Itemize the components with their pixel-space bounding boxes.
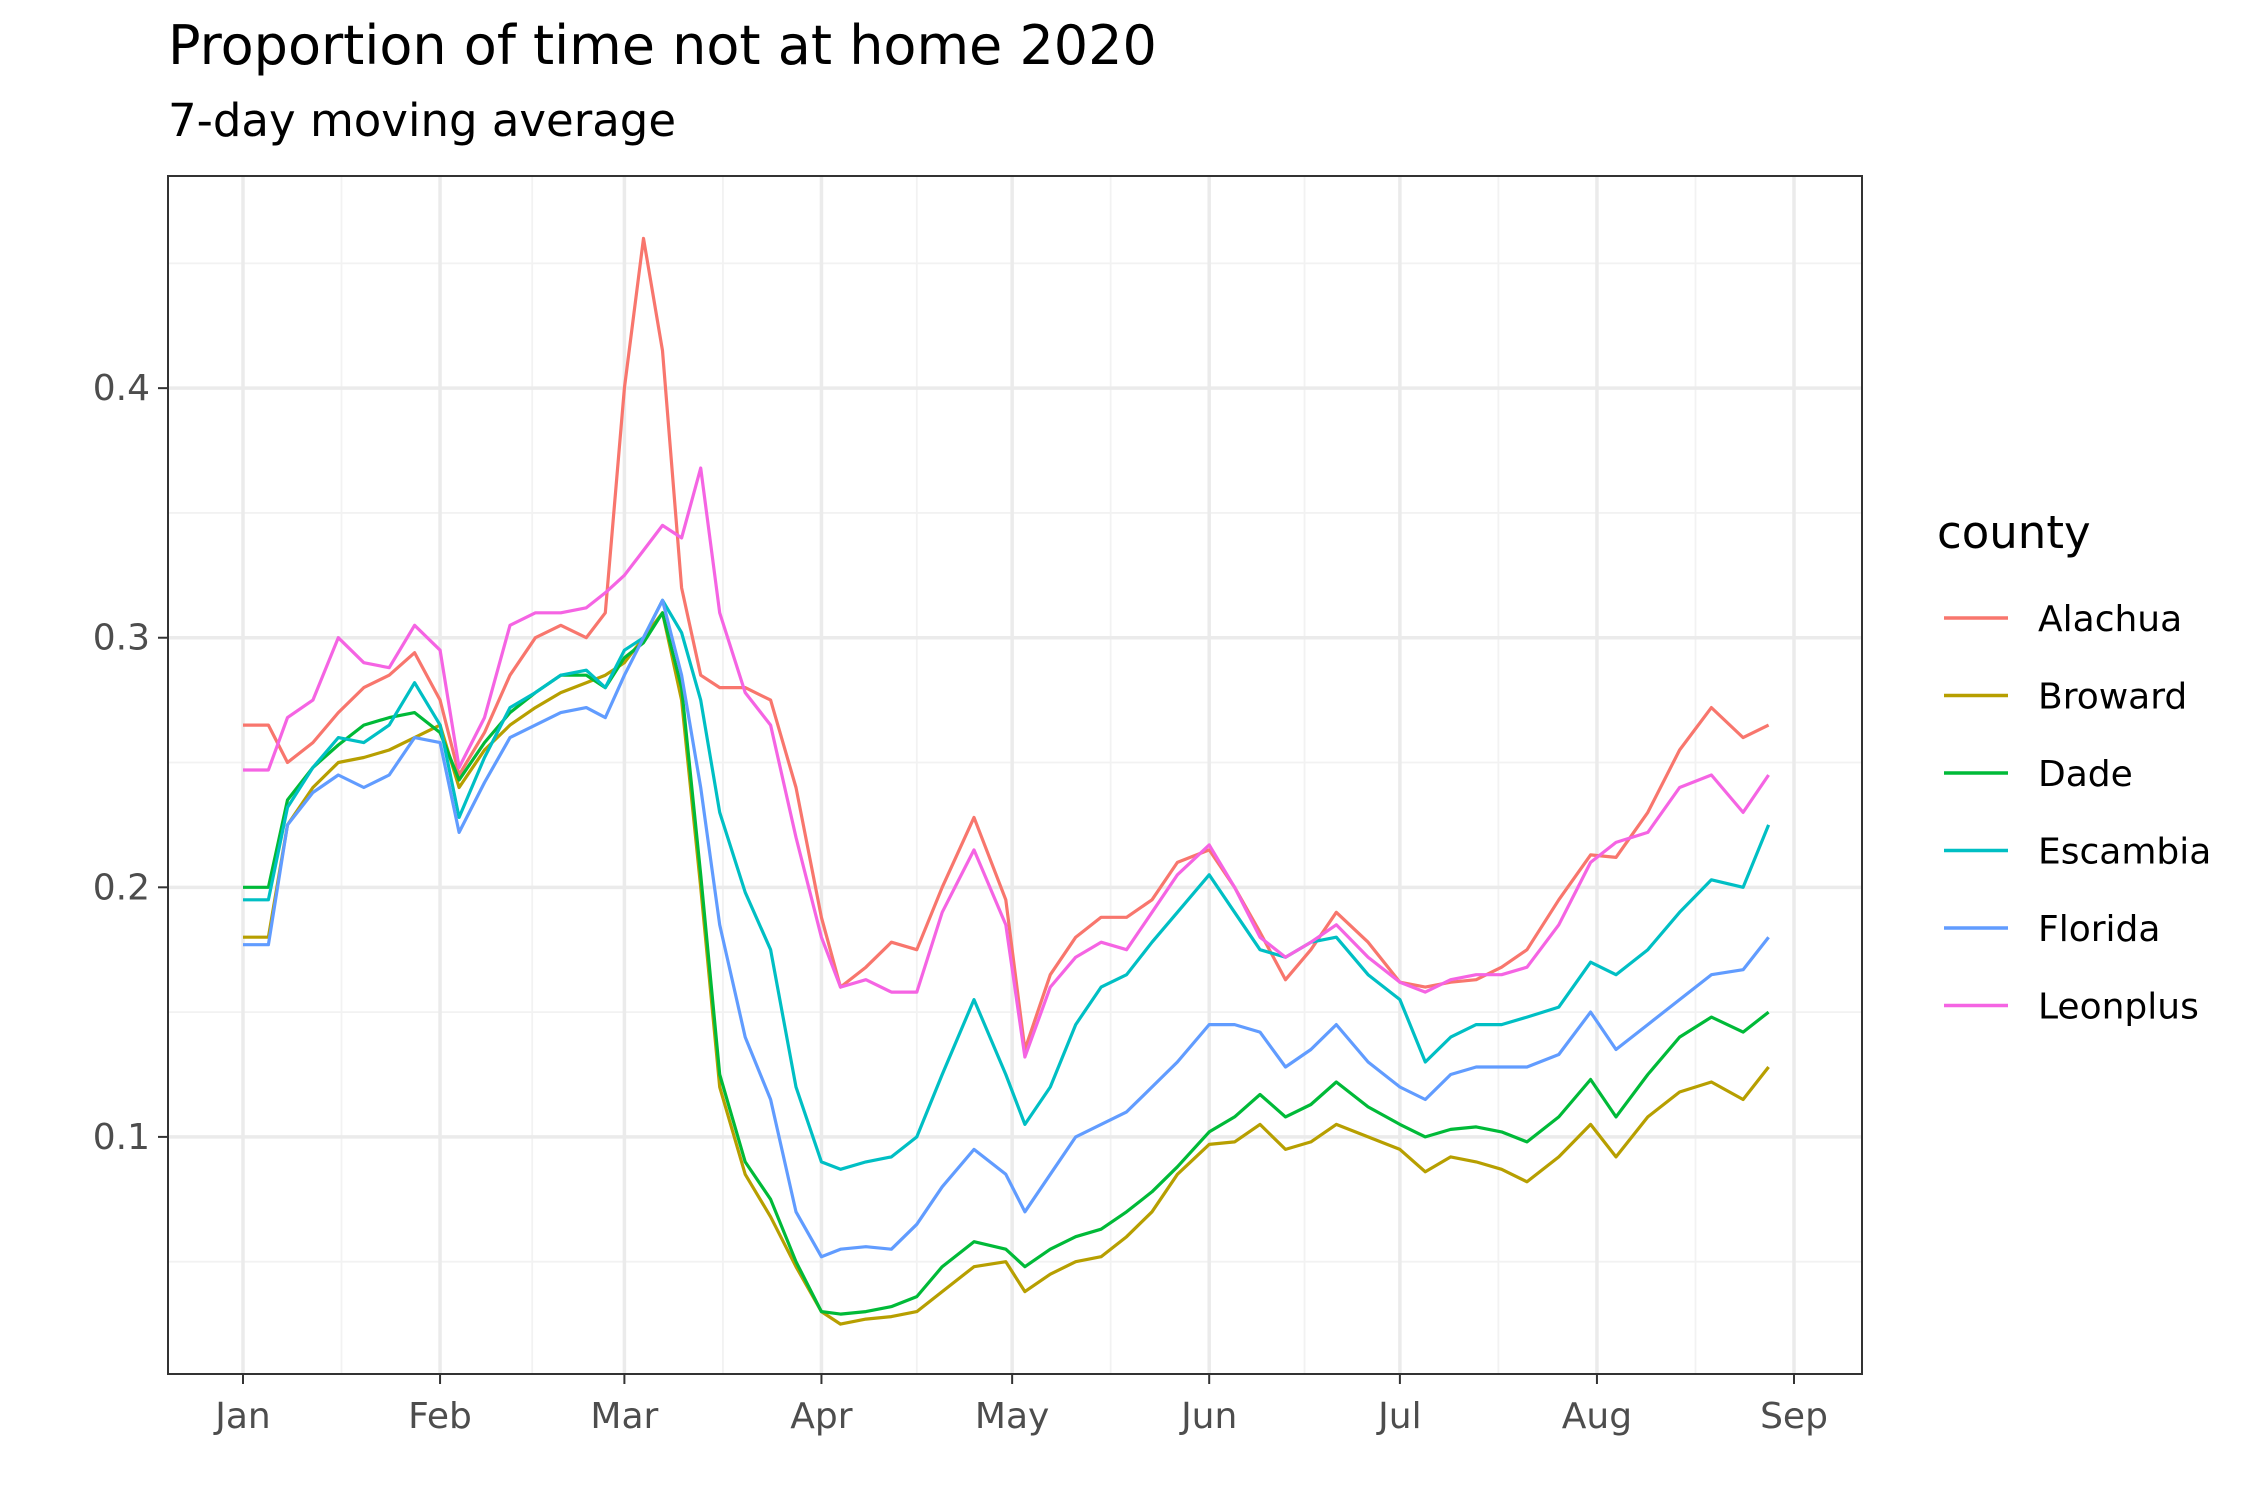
y-tick-label: 0.2 [93,867,150,908]
series-line-broward [243,611,1770,1326]
x-tick-label: Jun [1179,1396,1237,1437]
panel-border [167,175,1863,1375]
legend-label-alachua: Alachua [2038,599,2182,640]
x-tick-label: Mar [590,1396,658,1437]
x-axis: Jan Feb Mar Apr May Jun Jul Aug Sep [213,1374,1828,1437]
legend: county Alachua Broward Dade Escambia Florida L… [1937,506,2211,1028]
x-tick-label: May [975,1396,1049,1437]
x-tick-label: Sep [1760,1396,1828,1437]
y-tick-label: 0.1 [93,1117,150,1158]
series-line-leonplus [243,466,1770,1059]
grid-minor [168,176,1862,1374]
x-tick-label: Jan [213,1396,271,1437]
x-tick-label: Aug [1562,1396,1632,1437]
series-line-dade [243,611,1770,1316]
legend-label-broward: Broward [2038,677,2187,718]
x-tick-label: Apr [790,1396,852,1437]
y-tick-label: 0.3 [93,618,150,659]
legend-label-leonplus: Leonplus [2038,987,2199,1028]
x-tick-label: Feb [408,1396,472,1437]
legend-title: county [1937,506,2091,559]
y-axis: 0.1 0.2 0.3 0.4 [93,368,168,1158]
series-lines [243,236,1771,1326]
x-tick-label: Jul [1376,1396,1421,1437]
series-line-escambia [243,598,1771,1171]
chart-subtitle: 7-day moving average [168,94,677,147]
series-line-alachua [243,236,1770,1052]
legend-label-escambia: Escambia [2038,832,2211,873]
y-tick-label: 0.4 [93,368,150,409]
legend-label-dade: Dade [2038,754,2133,795]
chart-title: Proportion of time not at home 2020 [168,14,1157,77]
series-line-florida [243,598,1770,1259]
legend-label-florida: Florida [2038,909,2160,950]
